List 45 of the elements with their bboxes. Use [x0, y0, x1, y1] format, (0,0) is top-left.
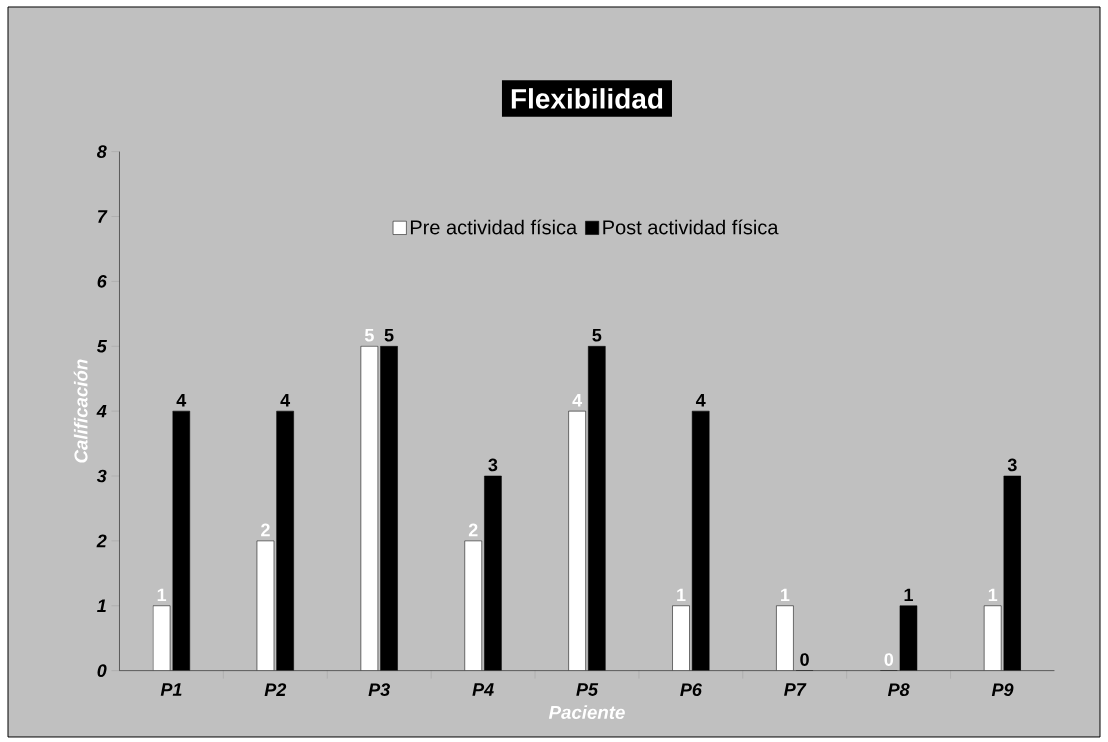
data-label: 4 — [695, 394, 706, 407]
data-label: 5 — [384, 328, 394, 342]
bar — [672, 605, 690, 671]
x-tick-label: P5 — [576, 683, 599, 696]
bar — [776, 605, 794, 671]
data-label: 2 — [468, 523, 478, 537]
x-tick-label: P7 — [784, 683, 807, 696]
data-label: 3 — [1007, 458, 1017, 472]
y-tick-label: 0 — [97, 664, 107, 677]
y-tick-label: 8 — [96, 145, 107, 158]
bar — [464, 540, 483, 671]
data-label: 0 — [800, 653, 809, 666]
data-label: 4 — [280, 394, 291, 407]
y-tick-label: 2 — [96, 534, 107, 548]
x-tick-label: P9 — [991, 683, 1014, 697]
y-axis-title: Calificación — [73, 359, 88, 463]
data-label: 5 — [592, 328, 602, 342]
data-label: 1 — [781, 588, 790, 602]
data-label: 4 — [572, 394, 583, 407]
chart-title: Flexibilidad — [511, 88, 663, 109]
y-tick-label: 3 — [96, 469, 107, 483]
data-label: 1 — [677, 588, 686, 602]
data-label: 1 — [157, 588, 167, 602]
y-tick-label: 5 — [96, 339, 107, 353]
data-label: 1 — [904, 588, 913, 602]
x-tick-label: P4 — [472, 683, 494, 696]
data-label: 3 — [488, 458, 498, 472]
y-tick-label: 7 — [98, 210, 108, 223]
x-axis-title: Paciente — [548, 705, 625, 719]
legend-label: Post actividad física — [603, 219, 779, 235]
x-tick-label: P6 — [680, 683, 702, 697]
x-tick-label: P1 — [160, 683, 182, 696]
data-label: 2 — [261, 523, 270, 537]
y-tick-label: 4 — [96, 404, 107, 418]
data-label: 5 — [364, 328, 374, 342]
x-tick-label: P2 — [264, 683, 287, 696]
data-label: 4 — [176, 394, 187, 407]
y-tick-label: 1 — [97, 599, 106, 612]
y-tick-label: 6 — [97, 275, 107, 288]
data-label: 0 — [884, 653, 894, 666]
bar — [568, 410, 586, 671]
x-tick-label: P8 — [887, 683, 910, 697]
data-label: 1 — [988, 588, 998, 602]
x-tick-label: P3 — [368, 683, 390, 697]
legend-label: Pre actividad física — [410, 219, 578, 235]
